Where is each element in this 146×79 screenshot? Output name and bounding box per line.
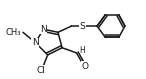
Text: S: S: [80, 22, 86, 31]
Text: CH₃: CH₃: [5, 28, 21, 37]
Text: O: O: [82, 62, 89, 71]
Text: N: N: [32, 38, 39, 47]
Text: Cl: Cl: [36, 66, 45, 75]
Text: H: H: [79, 46, 85, 55]
Text: N: N: [40, 25, 47, 34]
